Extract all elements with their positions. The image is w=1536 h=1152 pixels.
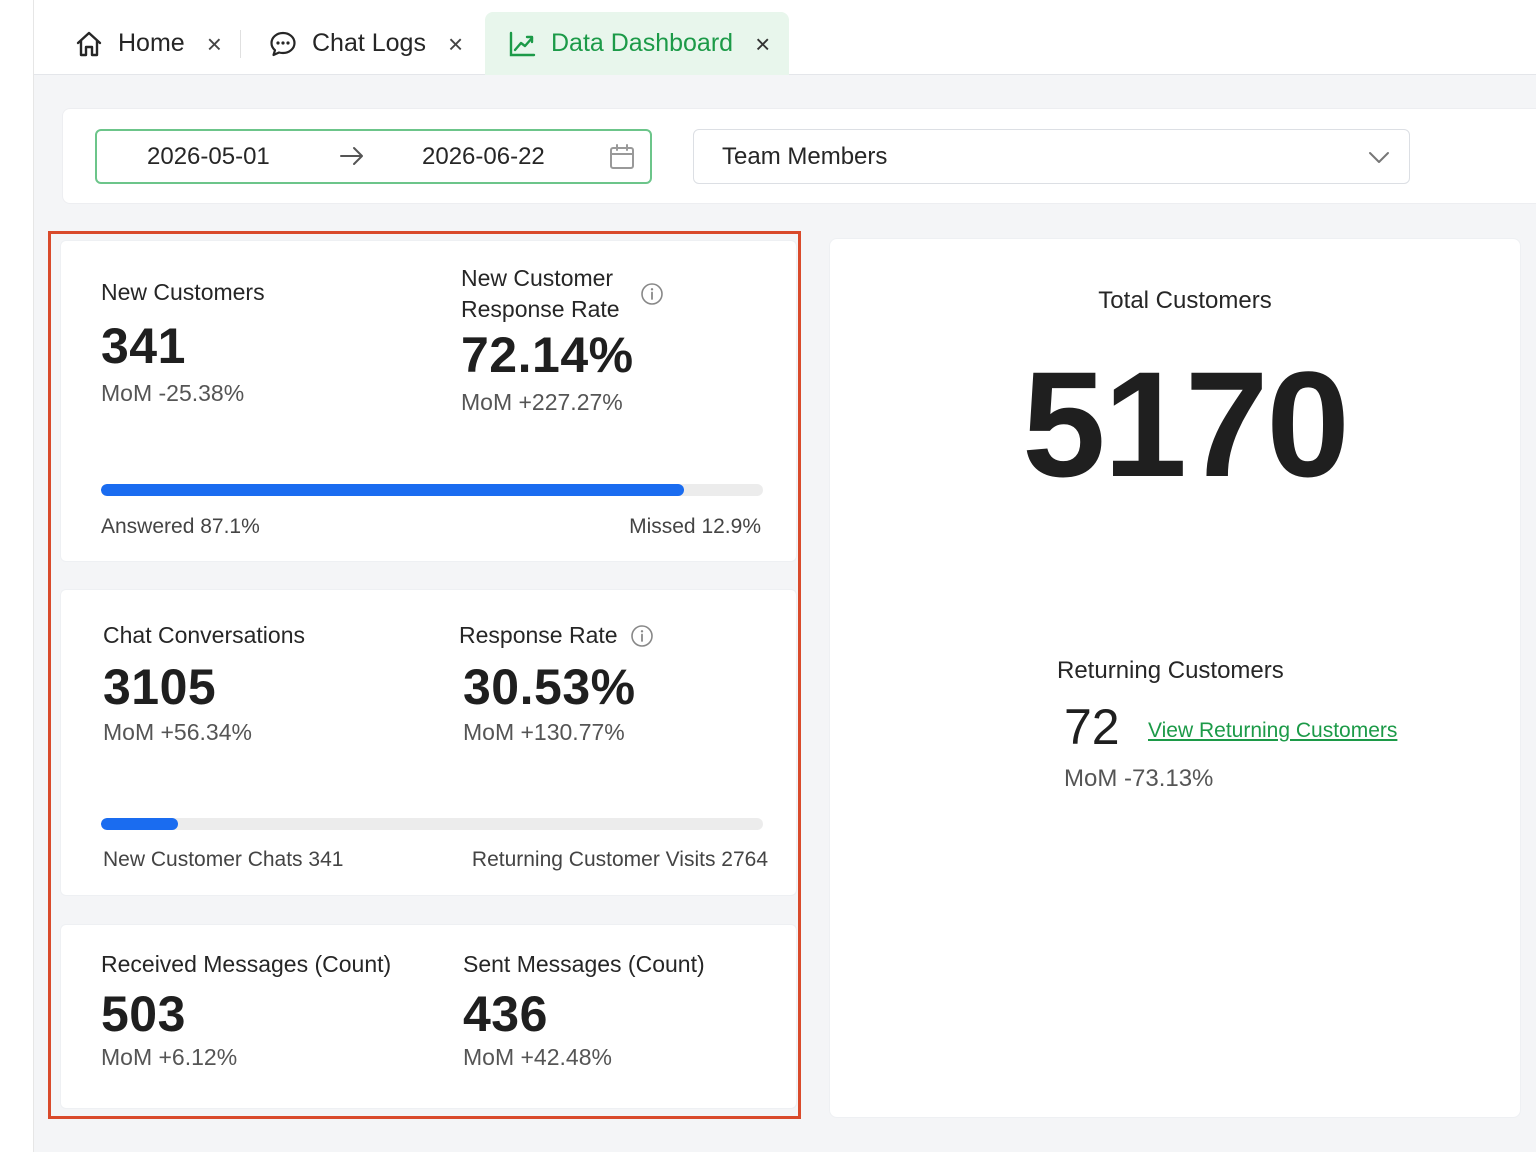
message-metrics-card: Received Messages (Count) 503 MoM +6.12%… [60, 924, 797, 1109]
total-customers-value: 5170 [1022, 340, 1350, 508]
metric-mom: MoM +6.12% [101, 1044, 238, 1070]
chevron-down-icon [1367, 146, 1391, 168]
response-rate-metric: Response Rate 30.53% MoM +130.77% [459, 620, 654, 747]
date-start[interactable]: 2026-05-01 [147, 142, 270, 170]
filter-bar: 2026-05-01 2026-06-22 Team Members [62, 108, 1536, 204]
metric-value: 3105 [103, 659, 217, 715]
metric-value: 341 [101, 318, 186, 374]
chat-metrics-card: Chat Conversations 3105 MoM +56.34% Resp… [60, 589, 797, 896]
tab-data-dashboard[interactable]: Data Dashboard × [485, 12, 789, 75]
close-icon[interactable]: × [755, 28, 771, 59]
metric-label-line: Response Rate [461, 296, 620, 322]
answered-progress-bar [101, 484, 763, 496]
chat-split-progress-bar [101, 818, 763, 830]
received-messages-metric: Received Messages (Count) 503 MoM +6.12% [101, 949, 391, 1072]
tab-label: Home [118, 29, 185, 57]
metric-value: 30.53% [463, 659, 636, 715]
metrics-panel: New Customers 341 MoM -25.38% New Custom… [48, 231, 801, 1119]
info-icon[interactable] [640, 282, 664, 306]
metric-value: 72.14% [461, 327, 634, 383]
metric-label: New Customers [101, 279, 265, 305]
close-icon[interactable]: × [206, 28, 222, 59]
progress-left-label: Answered 87.1% [101, 515, 260, 538]
tab-chat-logs[interactable]: Chat Logs × [268, 12, 463, 75]
left-gutter [0, 0, 34, 1152]
close-icon[interactable]: × [447, 28, 464, 59]
tab-label: Chat Logs [312, 29, 426, 57]
metric-label: Chat Conversations [103, 622, 305, 648]
chat-conversations-metric: Chat Conversations 3105 MoM +56.34% [103, 620, 305, 747]
date-end[interactable]: 2026-06-22 [422, 142, 545, 170]
tab-home[interactable]: Home × [74, 12, 222, 75]
metric-label-line: New Customer [461, 265, 614, 291]
progress-fill [101, 484, 685, 496]
returning-customers-label: Returning Customers [1057, 657, 1284, 684]
progress-fill [101, 818, 178, 830]
metric-label: Sent Messages (Count) [463, 951, 705, 977]
total-customers-label: Total Customers [1098, 287, 1272, 314]
returning-customers-value: 72 [1064, 699, 1120, 755]
returning-customers-mom: MoM -73.13% [1064, 765, 1214, 792]
summary-panel: Total Customers 5170 Returning Customers… [829, 238, 1521, 1118]
calendar-icon[interactable] [609, 143, 635, 171]
tab-label: Data Dashboard [551, 29, 734, 57]
tab-bar: Home × Chat Logs × Data Dashboard × [34, 0, 1536, 75]
progress-left-label: New Customer Chats 341 [103, 848, 344, 871]
select-value: Team Members [722, 142, 888, 170]
metric-mom: MoM +227.27% [461, 389, 623, 415]
customer-metrics-card: New Customers 341 MoM -25.38% New Custom… [60, 240, 797, 562]
arrow-right-icon [339, 143, 365, 169]
team-members-select[interactable]: Team Members [693, 129, 1410, 184]
metric-value: 436 [463, 986, 548, 1042]
home-icon [74, 29, 104, 59]
metric-label: Received Messages (Count) [101, 951, 392, 977]
info-icon[interactable] [630, 624, 654, 648]
date-range-picker[interactable]: 2026-05-01 2026-06-22 [95, 129, 652, 184]
metric-mom: MoM -25.38% [101, 380, 245, 406]
view-returning-customers-link[interactable]: View Returning Customers [1148, 719, 1398, 742]
sent-messages-metric: Sent Messages (Count) 436 MoM +42.48% [463, 949, 705, 1072]
metric-mom: MoM +42.48% [463, 1044, 612, 1070]
progress-right-label: Missed 12.9% [629, 515, 761, 538]
metric-mom: MoM +130.77% [463, 719, 625, 745]
new-customer-response-rate-metric: New Customer Response Rate 72.14% MoM +2… [461, 263, 664, 417]
chat-bubble-icon [268, 29, 298, 59]
progress-right-label: Returning Customer Visits 2764 [471, 848, 768, 871]
metric-value: 503 [101, 986, 186, 1042]
metric-mom: MoM +56.34% [103, 719, 252, 745]
metric-label: New Customer Response Rate [461, 263, 620, 325]
line-chart-icon [507, 29, 537, 59]
metric-label: Response Rate [459, 622, 618, 648]
new-customers-metric: New Customers 341 MoM -25.38% [101, 277, 265, 408]
tab-divider [240, 30, 241, 58]
